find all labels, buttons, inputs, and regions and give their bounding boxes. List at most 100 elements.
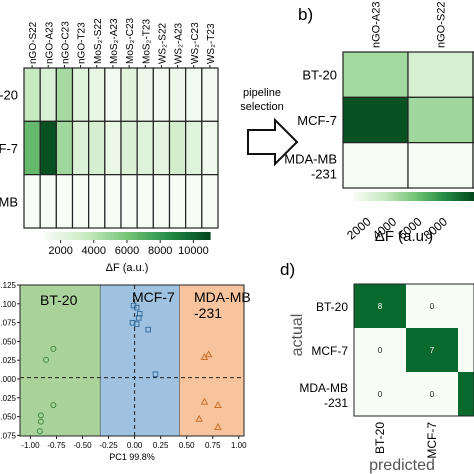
colorbar-a-swatch	[85, 232, 89, 240]
colorbar-a-swatch	[204, 232, 208, 240]
colorbar-a-swatch	[91, 232, 95, 240]
colorbar-b-swatch	[430, 192, 434, 201]
colorbar-a-tick-label: 8000	[148, 245, 172, 257]
colorbar-b-swatch	[449, 192, 453, 201]
pca-point-square	[145, 326, 151, 333]
colorbar-a-swatch	[124, 232, 128, 240]
confusion-cell-value: 0	[430, 302, 435, 311]
colorbar-b-swatch	[372, 192, 376, 201]
confusion-row-label: MCF-7	[311, 344, 348, 358]
colorbar-a-swatch	[185, 232, 189, 240]
colorbar-b-swatch	[444, 192, 448, 201]
colorbar-b-swatch	[406, 192, 410, 201]
colorbar-a-swatch	[174, 232, 178, 240]
heatmap-a-cell	[152, 174, 171, 229]
colorbar-a-swatch	[107, 232, 111, 240]
pca-point-square	[133, 304, 140, 311]
colorbar-b-swatch	[384, 192, 388, 201]
pca-point-circle	[37, 412, 44, 419]
colorbar-a-swatch	[171, 232, 175, 240]
colorbar-a-tick-label: 6000	[115, 245, 139, 257]
pca-region	[179, 284, 245, 437]
colorbar-b-swatch	[466, 192, 470, 201]
colorbar-b-swatch	[415, 192, 419, 201]
colorbar-b-swatch	[408, 192, 412, 201]
heatmap-a-cell	[104, 174, 122, 229]
heatmap-a-column-label: MoS₂-A23	[109, 18, 120, 64]
colorbar-a-swatch	[196, 232, 200, 240]
colorbar-a-swatch	[113, 232, 117, 240]
colorbar-b-swatch	[464, 192, 468, 201]
colorbar-a-swatch	[68, 232, 73, 240]
colorbar-b-swatch	[389, 192, 393, 201]
pca-x-tick-label: 0.25	[153, 441, 169, 450]
colorbar-b-swatch	[362, 192, 366, 201]
colorbar-b-label: ΔF (a.u.)	[375, 228, 433, 245]
colorbar-a-label: ΔF (a.u.)	[106, 262, 149, 274]
confusion-cell-value: 7	[430, 346, 435, 355]
colorbar-a-swatch	[179, 232, 183, 240]
heatmap-a-cell	[168, 67, 187, 122]
heatmap-a-row-label: -20	[0, 88, 18, 103]
colorbar-a-tick-label: 4000	[82, 245, 106, 257]
colorbar-a-swatch	[176, 232, 181, 240]
pca-y-tick-label: .050	[0, 413, 16, 422]
heatmap-a-cell	[136, 120, 154, 176]
pca-x-tick-label: -0.50	[73, 441, 92, 450]
pipeline-arrow: pipeline selection	[240, 87, 299, 167]
confusion-cell	[458, 328, 474, 372]
colorbar-b-swatch	[471, 192, 474, 201]
heatmap-b-cell	[407, 51, 474, 98]
colorbar-a-swatch	[44, 232, 48, 240]
colorbar-b-swatch	[355, 192, 359, 201]
heatmap-a-cell	[185, 174, 203, 229]
colorbar-b-swatch	[367, 192, 371, 201]
heatmap-a-column-label: nGO-A23	[44, 21, 55, 64]
heatmap-a-cell	[23, 67, 41, 122]
colorbar-a-swatch	[55, 232, 59, 240]
heatmap-a-column-label: WS₂-S22	[157, 22, 168, 64]
pca-y-tick-label: .050	[0, 337, 16, 346]
heatmap-a-cell	[120, 67, 138, 122]
pca-x-axis-label: PC1 99.8%	[109, 452, 155, 462]
colorbar-b-swatch	[442, 192, 446, 201]
heatmap-a-cell	[23, 174, 41, 229]
heatmap-b-cell	[342, 96, 409, 144]
heatmap-b-row-label: MDA-MB -231	[284, 151, 337, 181]
panel-label-d: d)	[280, 260, 295, 279]
heatmap-b-cell	[407, 96, 474, 144]
colorbar-a-swatch	[165, 232, 170, 240]
colorbar-a-swatch	[187, 232, 192, 240]
pca-x-tick-label: -0.25	[99, 441, 118, 450]
pca-point-circle	[50, 402, 57, 409]
colorbar-b-swatch	[437, 192, 441, 201]
heatmap-a-column-label: MoS₂-T23	[141, 19, 152, 64]
confusion-cell	[406, 328, 458, 372]
confusion-row-label: MDA-MB -231	[299, 381, 348, 410]
confusion-cell-value: 8	[378, 302, 383, 311]
panel-a-heatmap: nGO-S22 nGO-A23 nGO-C23 nGO-T23 MoS₂-S22 MoS₂…	[0, 17, 219, 274]
panel-d-confusion-matrix: 800070007BT-20MCF-7MDA-MB-231BT-20MCF-7M…	[289, 283, 474, 474]
pca-point-square	[152, 371, 159, 378]
colorbar-a-swatch	[149, 232, 153, 240]
pca-y-tick-label: .000	[0, 375, 16, 384]
confusion-cell	[406, 284, 458, 328]
colorbar-a-swatch	[207, 232, 211, 240]
heatmap-a-cell	[152, 120, 171, 176]
pca-x-tick-label: 0.00	[127, 441, 143, 450]
heatmap-b-cell	[342, 51, 409, 98]
colorbar-a-swatch	[140, 232, 145, 240]
pca-x-tick-label: 1.00	[231, 441, 247, 450]
colorbar-a-swatch	[110, 232, 114, 240]
pca-point-circle	[50, 345, 57, 352]
colorbar-a-swatch	[46, 232, 51, 240]
colorbar-b-swatch	[469, 192, 473, 201]
colorbar-b-swatch	[425, 192, 429, 201]
confusion-column-label: MCF-7	[425, 422, 439, 459]
colorbar-b-swatch	[379, 192, 383, 201]
colorbar-a-swatch	[135, 232, 139, 240]
colorbar-a-swatch	[57, 232, 62, 240]
colorbar-a-swatch	[118, 232, 123, 240]
colorbar-a-swatch	[77, 232, 81, 240]
colorbar-b-swatch	[440, 192, 444, 201]
